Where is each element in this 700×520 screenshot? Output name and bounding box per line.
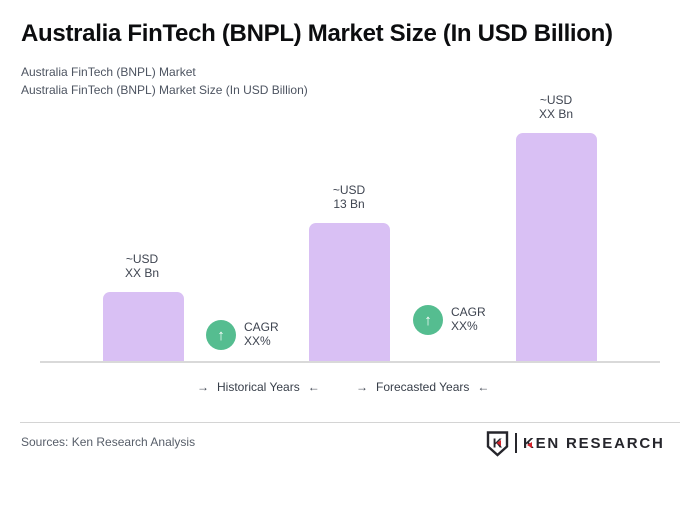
ken-research-shield-icon: K [486, 430, 509, 457]
bar-value-label-1-line1: ~USD [125, 252, 159, 266]
bar-value-label-2-line1: ~USD [332, 183, 366, 197]
shield-red-triangle [496, 439, 501, 446]
footer-divider [20, 422, 680, 423]
bar-value-label-3-line2: XX Bn [538, 107, 574, 121]
bar-value-label-2: ~USD 13 Bn [289, 183, 409, 211]
subtitle-line-2: Australia FinTech (BNPL) Market Size (In… [21, 83, 308, 97]
up-arrow-glyph-1: ↑ [217, 326, 225, 344]
axis-group-historical-label: Historical Years [217, 380, 300, 394]
logo-wordmark: KEN RESEARCH [523, 435, 665, 452]
cagr-label-2-line1: CAGR [451, 305, 486, 319]
page-title: Australia FinTech (BNPL) Market Size (In… [21, 20, 613, 47]
wordmark-red-triangle-icon [527, 441, 532, 448]
x-axis-baseline [40, 361, 660, 363]
right-arrow-icon: → [197, 380, 209, 394]
axis-group-historical: → Historical Years ← [197, 380, 320, 394]
logo-wordmark-text: KEN RESEARCH [523, 434, 665, 452]
bar-historical-1 [103, 292, 184, 362]
bar-value-label-3-line1: ~USD [539, 93, 573, 107]
cagr-label-1-line1: CAGR [244, 320, 279, 334]
bar-historical-2 [309, 223, 390, 362]
sources-text: Sources: Ken Research Analysis [21, 435, 196, 449]
axis-group-forecasted: → Forecasted Years ← [356, 380, 489, 394]
cagr-label-2: CAGR XX% [451, 305, 486, 333]
bar-forecast [516, 133, 597, 362]
up-arrow-glyph-2: ↑ [424, 311, 432, 329]
bar-value-label-3: ~USD XX Bn [496, 93, 616, 121]
cagr-up-arrow-icon-1: ↑ [206, 320, 236, 350]
ken-research-logo: K KEN RESEARCH [486, 429, 665, 457]
left-arrow-icon: ← [307, 380, 320, 394]
subtitle-line-1: Australia FinTech (BNPL) Market [21, 65, 196, 79]
logo-separator [515, 433, 517, 453]
right-arrow-icon: → [356, 380, 368, 394]
bar-value-label-1: ~USD XX Bn [82, 252, 202, 280]
cagr-label-2-line2: XX% [451, 319, 478, 333]
bar-value-label-2-line2: 13 Bn [333, 197, 365, 211]
cagr-label-1: CAGR XX% [244, 320, 279, 348]
cagr-label-1-line2: XX% [244, 334, 271, 348]
chart-subtitle: Australia FinTech (BNPL) Market Australi… [21, 63, 308, 99]
cagr-up-arrow-icon-2: ↑ [413, 305, 443, 335]
axis-group-forecasted-label: Forecasted Years [376, 380, 470, 394]
bar-value-label-1-line2: XX Bn [124, 266, 160, 280]
left-arrow-icon: ← [477, 380, 490, 394]
